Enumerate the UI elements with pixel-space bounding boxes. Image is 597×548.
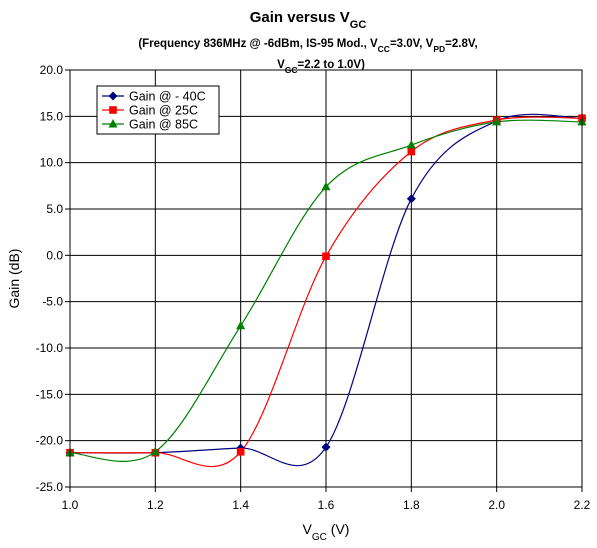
legend-label: Gain @ 85C bbox=[129, 118, 198, 132]
data-point-square bbox=[322, 252, 330, 261]
x-axis-ticks: 1.0 1.2 1.4 1.6 1.8 2.0 2.2 bbox=[62, 487, 591, 512]
y-tick-label: 20.0 bbox=[40, 63, 64, 77]
y-tick-label: -5.0 bbox=[42, 295, 63, 309]
x-axis-label: VGC (V) bbox=[303, 521, 350, 543]
chart-subtitle-line2: VGC=2.2 to 1.0V) bbox=[277, 59, 365, 75]
series-line-diamond bbox=[69, 113, 583, 467]
x-tick-label: 1.4 bbox=[232, 498, 249, 512]
data-point-triangle bbox=[321, 181, 331, 191]
x-tick-label: 1.0 bbox=[62, 498, 79, 512]
y-axis-label: Gain (dB) bbox=[6, 249, 22, 309]
data-point-triangle bbox=[150, 446, 160, 456]
y-tick-label: 15.0 bbox=[40, 109, 64, 123]
data-point-square bbox=[407, 147, 416, 156]
legend-item: Gain @ 25C bbox=[102, 104, 198, 118]
x-tick-label: 1.8 bbox=[403, 498, 420, 512]
x-tick-label: 1.6 bbox=[318, 498, 335, 512]
legend-label: Gain @ 25C bbox=[129, 104, 198, 118]
data-point-square bbox=[236, 447, 245, 456]
y-tick-label: 10.0 bbox=[40, 156, 64, 170]
legend-marker-diamond bbox=[108, 91, 118, 101]
legend-marker-square bbox=[109, 106, 117, 114]
data-point-triangle bbox=[492, 116, 502, 126]
y-axis-ticks: 20.0 15.0 10.0 5.0 0.0 -5.0 -10.0 -15.0 -20.0 -25… bbox=[36, 63, 70, 494]
legend-marker-triangle bbox=[108, 119, 118, 128]
y-tick-label: -25.0 bbox=[36, 480, 64, 494]
legend-item: Gain @ 85C bbox=[102, 118, 198, 132]
data-point-triangle bbox=[236, 320, 246, 330]
plot-area-frame bbox=[69, 69, 583, 488]
y-tick-label: 0.0 bbox=[46, 248, 63, 262]
y-tick-label: -20.0 bbox=[36, 434, 64, 448]
chart-title-group: Gain versus VGC (Frequency 836MHz @ -6dB… bbox=[138, 9, 477, 75]
data-point-triangle bbox=[406, 140, 416, 149]
x-tick-label: 1.2 bbox=[147, 498, 164, 512]
x-tick-label: 2.0 bbox=[488, 498, 505, 512]
legend-label: Gain @ - 40C bbox=[129, 90, 206, 104]
data-point-diamond bbox=[321, 442, 331, 452]
legend-item: Gain @ - 40C bbox=[102, 90, 206, 104]
chart-title: Gain versus VGC bbox=[250, 9, 367, 31]
y-tick-label: -10.0 bbox=[36, 341, 64, 355]
y-tick-label: -15.0 bbox=[36, 387, 64, 401]
y-tick-label: 5.0 bbox=[46, 202, 63, 216]
x-tick-label: 2.2 bbox=[574, 498, 591, 512]
chart-subtitle-line1: (Frequency 836MHz @ -6dBm, IS-95 Mod., V… bbox=[138, 38, 477, 54]
data-point-diamond bbox=[406, 194, 416, 204]
series-markers bbox=[65, 113, 587, 458]
